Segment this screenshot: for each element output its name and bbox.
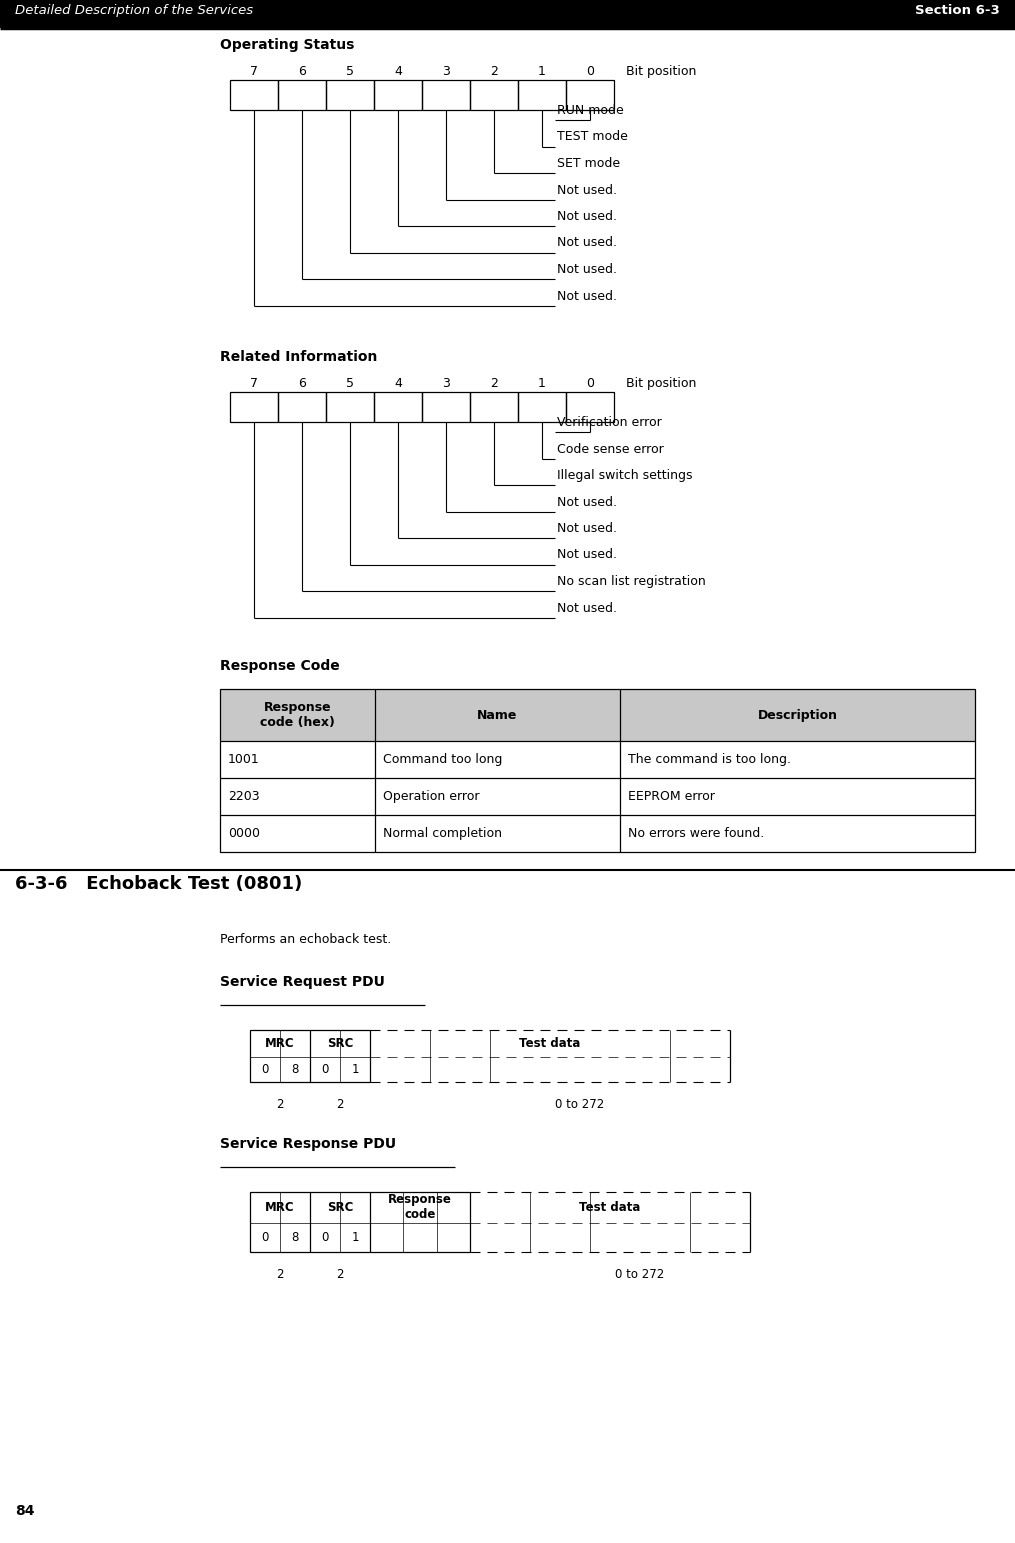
Text: 5: 5	[346, 65, 354, 79]
Text: Test data: Test data	[580, 1200, 640, 1213]
Text: Performs an echoback test.: Performs an echoback test.	[220, 934, 391, 946]
Text: Service Response PDU: Service Response PDU	[220, 1137, 396, 1151]
Text: Section 6-3: Section 6-3	[916, 5, 1000, 17]
Text: 2203: 2203	[228, 790, 260, 802]
Text: Not used.: Not used.	[557, 522, 617, 535]
Text: Operating Status: Operating Status	[220, 39, 354, 52]
Text: Bit position: Bit position	[626, 65, 696, 79]
Bar	[326, 392, 374, 421]
Text: 1: 1	[538, 65, 546, 79]
Bar	[250, 1031, 370, 1082]
Text: 0: 0	[261, 1231, 269, 1244]
Bar	[230, 392, 278, 421]
Text: RUN mode: RUN mode	[557, 103, 624, 117]
Text: 0: 0	[322, 1231, 329, 1244]
Text: 2: 2	[490, 376, 498, 390]
Text: Not used.: Not used.	[557, 210, 617, 224]
Text: Response Code: Response Code	[220, 659, 340, 673]
Text: 2: 2	[336, 1097, 344, 1111]
Text: TEST mode: TEST mode	[557, 131, 628, 143]
Text: 8: 8	[291, 1231, 298, 1244]
Text: EEPROM error: EEPROM error	[628, 790, 715, 802]
Text: The command is too long.: The command is too long.	[628, 753, 791, 765]
Text: Bit position: Bit position	[626, 376, 696, 390]
Text: 6: 6	[298, 376, 306, 390]
Bar	[220, 690, 975, 741]
Text: Not used.: Not used.	[557, 236, 617, 250]
Text: 2: 2	[276, 1097, 284, 1111]
Bar	[374, 80, 422, 110]
Text: 0000: 0000	[228, 827, 260, 839]
Text: SRC: SRC	[327, 1037, 353, 1049]
Text: Not used.: Not used.	[557, 495, 617, 509]
Bar	[230, 80, 278, 110]
Text: Response
code (hex): Response code (hex)	[260, 701, 335, 728]
Bar	[250, 1193, 470, 1251]
Bar	[470, 392, 518, 421]
Text: 0: 0	[261, 1063, 269, 1075]
Text: Code sense error: Code sense error	[557, 443, 664, 455]
Text: SRC: SRC	[327, 1200, 353, 1213]
Text: 2: 2	[490, 65, 498, 79]
Bar	[220, 690, 975, 852]
Bar	[566, 80, 614, 110]
Text: 3: 3	[443, 65, 450, 79]
Text: SET mode: SET mode	[557, 157, 620, 170]
Text: 8: 8	[291, 1063, 298, 1075]
Text: Operation error: Operation error	[383, 790, 479, 802]
Text: 3: 3	[443, 376, 450, 390]
Text: Related Information: Related Information	[220, 350, 378, 364]
Text: 4: 4	[394, 376, 402, 390]
Text: Description: Description	[757, 708, 837, 722]
Text: 7: 7	[250, 376, 258, 390]
Text: Response
code: Response code	[388, 1193, 452, 1221]
Text: 84: 84	[15, 1504, 35, 1518]
Text: MRC: MRC	[265, 1200, 294, 1213]
Text: 0 to 272: 0 to 272	[615, 1267, 665, 1281]
Text: 0: 0	[322, 1063, 329, 1075]
Text: 6: 6	[298, 65, 306, 79]
Text: 6-3-6   Echoback Test (0801): 6-3-6 Echoback Test (0801)	[15, 875, 302, 893]
Text: Name: Name	[477, 708, 518, 722]
Text: 2: 2	[336, 1267, 344, 1281]
Text: Verification error: Verification error	[557, 417, 662, 429]
Bar	[326, 80, 374, 110]
Text: Service Request PDU: Service Request PDU	[220, 975, 385, 989]
Bar	[470, 80, 518, 110]
Bar	[0, 0, 1015, 28]
Text: 7: 7	[250, 65, 258, 79]
Bar	[278, 392, 326, 421]
Text: 1: 1	[351, 1063, 358, 1075]
Text: Not used.: Not used.	[557, 290, 617, 302]
Text: Test data: Test data	[520, 1037, 581, 1049]
Text: MRC: MRC	[265, 1037, 294, 1049]
Bar	[518, 392, 566, 421]
Text: 1: 1	[538, 376, 546, 390]
Text: Not used.: Not used.	[557, 262, 617, 276]
Text: 2: 2	[276, 1267, 284, 1281]
Text: 0: 0	[586, 65, 594, 79]
Bar	[374, 392, 422, 421]
Text: Illegal switch settings: Illegal switch settings	[557, 469, 692, 481]
Text: 1: 1	[351, 1231, 358, 1244]
Bar	[422, 392, 470, 421]
Text: 0 to 272: 0 to 272	[555, 1097, 605, 1111]
Text: 1001: 1001	[228, 753, 260, 765]
Text: Normal completion: Normal completion	[383, 827, 502, 839]
Text: No errors were found.: No errors were found.	[628, 827, 764, 839]
Text: No scan list registration: No scan list registration	[557, 576, 705, 588]
Text: 0: 0	[586, 376, 594, 390]
Bar	[422, 80, 470, 110]
Bar	[278, 80, 326, 110]
Text: 4: 4	[394, 65, 402, 79]
Text: Not used.: Not used.	[557, 184, 617, 196]
Bar	[566, 392, 614, 421]
Text: Detailed Description of the Services: Detailed Description of the Services	[15, 5, 253, 17]
Text: 5: 5	[346, 376, 354, 390]
Text: Command too long: Command too long	[383, 753, 502, 765]
Text: Not used.: Not used.	[557, 548, 617, 562]
Text: Not used.: Not used.	[557, 602, 617, 614]
Bar	[518, 80, 566, 110]
